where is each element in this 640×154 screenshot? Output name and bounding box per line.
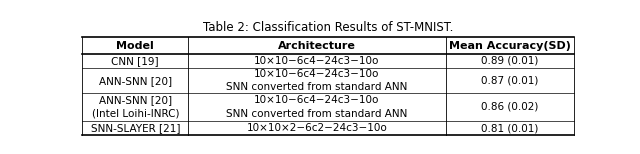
Text: CNN [19]: CNN [19] <box>111 56 159 66</box>
Text: ANN-SNN [20]
(Intel Loihi-INRC): ANN-SNN [20] (Intel Loihi-INRC) <box>92 95 179 119</box>
Text: SNN-SLAYER [21]: SNN-SLAYER [21] <box>90 123 180 133</box>
Text: ANN-SNN [20]: ANN-SNN [20] <box>99 76 172 86</box>
Text: 0.89 (0.01): 0.89 (0.01) <box>481 56 538 66</box>
Text: Mean Accuracy(SD): Mean Accuracy(SD) <box>449 41 571 51</box>
Text: Architecture: Architecture <box>278 41 356 51</box>
Text: 10×10×2−6c2−24c3−10o: 10×10×2−6c2−24c3−10o <box>246 123 387 133</box>
Text: 0.81 (0.01): 0.81 (0.01) <box>481 123 538 133</box>
Text: 10×10−6c4−24c3−10o
SNN converted from standard ANN: 10×10−6c4−24c3−10o SNN converted from st… <box>227 95 408 119</box>
Text: Model: Model <box>116 41 154 51</box>
Text: 0.87 (0.01): 0.87 (0.01) <box>481 76 538 86</box>
Text: Table 2: Classification Results of ST-MNIST.: Table 2: Classification Results of ST-MN… <box>203 21 453 34</box>
Text: 10×10−6c4−24c3−10o: 10×10−6c4−24c3−10o <box>254 56 380 66</box>
Text: 10×10−6c4−24c3−10o
SNN converted from standard ANN: 10×10−6c4−24c3−10o SNN converted from st… <box>227 69 408 92</box>
Text: 0.86 (0.02): 0.86 (0.02) <box>481 102 538 112</box>
